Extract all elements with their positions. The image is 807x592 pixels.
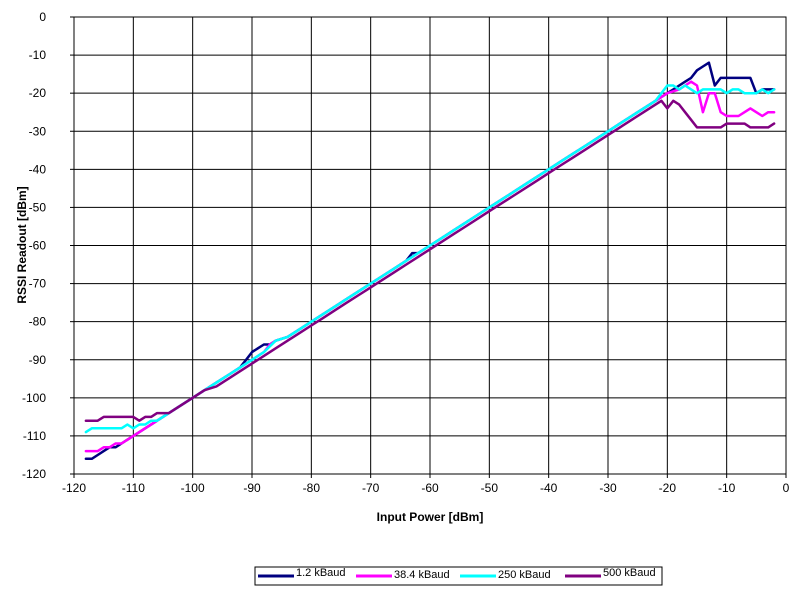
x-tick-label: 0: [783, 481, 790, 495]
x-tick-label: -70: [362, 481, 380, 495]
legend-box: [254, 566, 663, 586]
y-tick-label: -110: [23, 429, 46, 443]
y-tick-label: -10: [29, 48, 47, 62]
x-tick-label: -40: [540, 481, 558, 495]
y-tick-label: -20: [29, 86, 47, 100]
series-line-500-kbaud: [84, 99, 776, 422]
x-tick-label: -110: [122, 481, 145, 495]
y-tick-label: -90: [29, 353, 47, 367]
y-tick-label: -30: [29, 124, 47, 138]
y-tick-label: -100: [22, 391, 46, 405]
x-tick-label: -120: [62, 481, 86, 495]
x-tick-label: -20: [659, 481, 677, 495]
legend-label: 500 kBaud: [603, 567, 656, 579]
y-tick-labels: 0 -10 -20 -30 -40 -50 -60 -70 -80 -90 -100 -110 -120: [22, 10, 74, 481]
x-tick-label: -60: [421, 481, 439, 495]
y-tick-label: -80: [29, 315, 47, 329]
x-axis-title: Input Power [dBm]: [377, 510, 484, 524]
series-lines: [84, 61, 776, 461]
y-tick-label: 0: [39, 10, 46, 24]
y-axis-title: RSSI Readout [dBm]: [15, 186, 29, 303]
y-tick-label: -60: [29, 239, 47, 253]
legend-label: 250 kBaud: [498, 569, 551, 581]
legend-label: 1.2 kBaud: [296, 567, 346, 579]
x-tick-label: -90: [243, 481, 261, 495]
x-tick-label: -30: [599, 481, 617, 495]
x-tick-label: -50: [481, 481, 499, 495]
legend-label: 38.4 kBaud: [394, 569, 450, 581]
x-tick-labels: -120 -110 -100 -90 -80 -70 -60 -50 -40 -30 -20 -10 0: [62, 474, 790, 495]
y-tick-label: -120: [22, 467, 46, 481]
x-tick-label: -80: [303, 481, 321, 495]
x-tick-label: -100: [181, 481, 205, 495]
y-tick-label: -40: [29, 162, 47, 176]
y-tick-label: -50: [29, 200, 47, 214]
x-tick-label: -10: [718, 481, 736, 495]
legend: 1.2 kBaud 38.4 kBaud 250 kBaud 500 kBaud: [254, 566, 663, 586]
y-tick-label: -70: [29, 277, 47, 291]
